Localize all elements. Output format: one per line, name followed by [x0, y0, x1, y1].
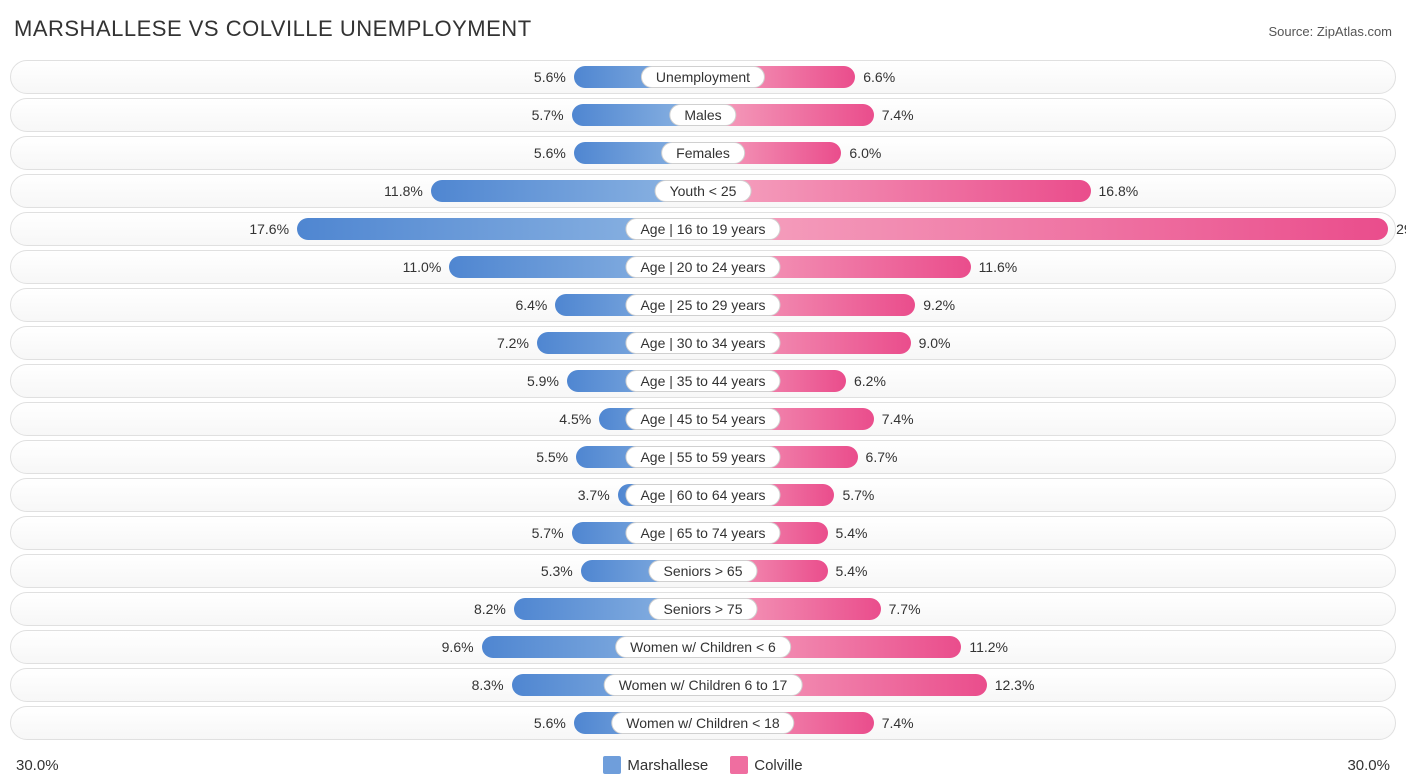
axis-max-right: 30.0% [1347, 757, 1390, 774]
value-left: 5.9% [527, 373, 559, 389]
category-label: Age | 20 to 24 years [625, 256, 780, 278]
chart-row: 5.7% 7.4% Males [10, 98, 1396, 132]
chart-row: 11.0% 11.6% Age | 20 to 24 years [10, 250, 1396, 284]
category-label: Seniors > 65 [649, 560, 758, 582]
category-label: Age | 65 to 74 years [625, 522, 780, 544]
value-right: 6.2% [854, 373, 886, 389]
value-left: 5.3% [541, 563, 573, 579]
category-label: Seniors > 75 [649, 598, 758, 620]
legend-item-right: Colville [730, 756, 802, 774]
category-label: Age | 60 to 64 years [625, 484, 780, 506]
chart-row: 6.4% 9.2% Age | 25 to 29 years [10, 288, 1396, 322]
value-right: 12.3% [995, 677, 1035, 693]
chart-footer: 30.0% Marshallese Colville 30.0% [10, 750, 1396, 774]
chart-row: 5.3% 5.4% Seniors > 65 [10, 554, 1396, 588]
chart-row: 3.7% 5.7% Age | 60 to 64 years [10, 478, 1396, 512]
value-left: 9.6% [442, 639, 474, 655]
chart-legend: Marshallese Colville [603, 756, 802, 774]
value-left: 11.0% [403, 259, 442, 275]
category-label: Women w/ Children < 18 [611, 712, 794, 734]
category-label: Males [669, 104, 736, 126]
category-label: Age | 30 to 34 years [625, 332, 780, 354]
chart-source: Source: ZipAtlas.com [1268, 24, 1392, 39]
value-left: 4.5% [559, 411, 591, 427]
value-right: 7.4% [882, 411, 914, 427]
legend-item-left: Marshallese [603, 756, 708, 774]
value-left: 5.6% [534, 69, 566, 85]
value-left: 11.8% [384, 183, 423, 199]
value-right: 6.7% [866, 449, 898, 465]
category-label: Age | 16 to 19 years [625, 218, 780, 240]
value-right: 6.0% [849, 145, 881, 161]
chart-row: 9.6% 11.2% Women w/ Children < 6 [10, 630, 1396, 664]
value-left: 5.5% [536, 449, 568, 465]
chart-header: MARSHALLESE VS COLVILLE UNEMPLOYMENT Sou… [10, 16, 1396, 56]
category-label: Women w/ Children 6 to 17 [604, 674, 803, 696]
legend-label-right: Colville [754, 757, 802, 774]
value-left: 5.7% [532, 107, 564, 123]
value-left: 8.3% [472, 677, 504, 693]
value-left: 5.7% [532, 525, 564, 541]
value-right: 7.4% [882, 715, 914, 731]
chart-title: MARSHALLESE VS COLVILLE UNEMPLOYMENT [14, 16, 532, 42]
value-left: 6.4% [515, 297, 547, 313]
category-label: Women w/ Children < 6 [615, 636, 791, 658]
chart-row: 5.6% 6.6% Unemployment [10, 60, 1396, 94]
category-label: Age | 45 to 54 years [625, 408, 780, 430]
value-right: 11.2% [969, 639, 1008, 655]
chart-row: 7.2% 9.0% Age | 30 to 34 years [10, 326, 1396, 360]
value-left: 5.6% [534, 145, 566, 161]
chart-row: 8.2% 7.7% Seniors > 75 [10, 592, 1396, 626]
chart-row: 5.9% 6.2% Age | 35 to 44 years [10, 364, 1396, 398]
chart-row: 5.6% 7.4% Women w/ Children < 18 [10, 706, 1396, 740]
value-right: 11.6% [979, 259, 1018, 275]
category-label: Age | 25 to 29 years [625, 294, 780, 316]
chart-row: 8.3% 12.3% Women w/ Children 6 to 17 [10, 668, 1396, 702]
category-label: Unemployment [641, 66, 765, 88]
bar-right [703, 180, 1091, 202]
category-label: Age | 35 to 44 years [625, 370, 780, 392]
legend-swatch-right [730, 756, 748, 774]
axis-max-left: 30.0% [16, 757, 59, 774]
value-right: 5.7% [842, 487, 874, 503]
butterfly-chart: 5.6% 6.6% Unemployment 5.7% 7.4% Males 5.6% 6.0… [10, 60, 1396, 750]
value-left: 3.7% [578, 487, 610, 503]
value-left: 7.2% [497, 335, 529, 351]
chart-row: 17.6%29.7%Age | 16 to 19 years [10, 212, 1396, 246]
value-right: 6.6% [863, 69, 895, 85]
chart-row: 5.7% 5.4% Age | 65 to 74 years [10, 516, 1396, 550]
value-right: 7.4% [882, 107, 914, 123]
category-label: Youth < 25 [655, 180, 752, 202]
value-right: 9.2% [923, 297, 955, 313]
value-right: 7.7% [889, 601, 921, 617]
value-right: 5.4% [836, 525, 868, 541]
legend-label-left: Marshallese [627, 757, 708, 774]
category-label: Age | 55 to 59 years [625, 446, 780, 468]
value-left: 5.6% [534, 715, 566, 731]
value-left: 17.6% [249, 221, 289, 237]
chart-row: 4.5% 7.4% Age | 45 to 54 years [10, 402, 1396, 436]
chart-row: 5.6% 6.0% Females [10, 136, 1396, 170]
chart-row: 11.8% 16.8% Youth < 25 [10, 174, 1396, 208]
value-right: 16.8% [1099, 183, 1139, 199]
value-right: 5.4% [836, 563, 868, 579]
value-right: 9.0% [919, 335, 951, 351]
chart-row: 5.5% 6.7% Age | 55 to 59 years [10, 440, 1396, 474]
value-right: 29.7% [1396, 221, 1406, 237]
category-label: Females [661, 142, 745, 164]
value-left: 8.2% [474, 601, 506, 617]
legend-swatch-left [603, 756, 621, 774]
bar-right [703, 218, 1388, 240]
